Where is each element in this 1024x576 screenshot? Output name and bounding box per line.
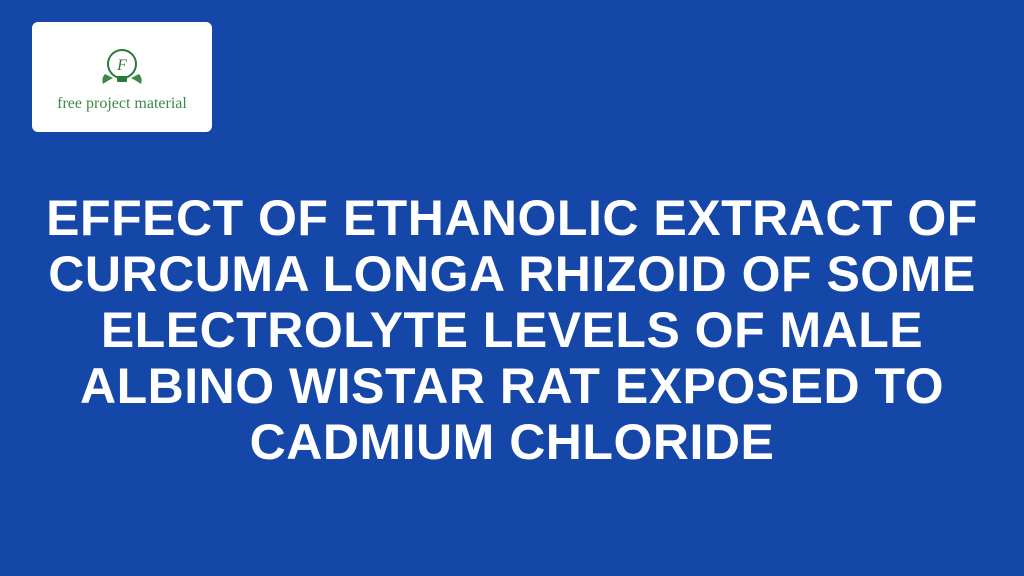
svg-text:F: F [116, 57, 127, 74]
page-title: EFFECT OF ETHANOLIC EXTRACT OF CURCUMA L… [32, 190, 992, 470]
title-container: EFFECT OF ETHANOLIC EXTRACT OF CURCUMA L… [32, 190, 992, 470]
logo-text: free project material [57, 96, 187, 112]
logo-box: F free project material [32, 22, 212, 132]
logo-bulb-icon: F [97, 42, 147, 92]
